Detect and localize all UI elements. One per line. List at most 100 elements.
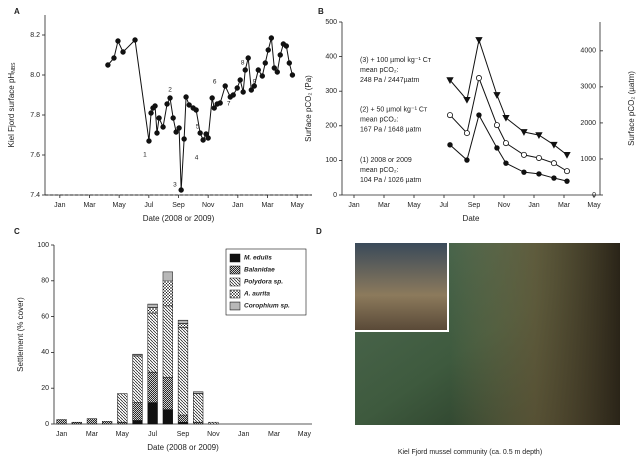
marker [206,136,211,141]
legend-label: Polydora sp. [244,279,283,286]
marker [249,88,254,93]
marker [212,106,217,111]
mussel-bank [450,243,620,425]
bar-segment [163,377,173,409]
marker [465,158,470,163]
x-tick-label: Sep [468,202,481,209]
marker [464,130,469,135]
y2-tick-label: 3000 [580,84,596,91]
x-tick-label: Mar [83,202,96,209]
x-tick-label: Jan [54,202,65,209]
y-tick-label: 0 [45,421,49,428]
marker [476,75,481,80]
annotation: 8 [241,60,245,67]
marker [210,96,215,101]
bar-segment [117,422,127,424]
x-tick-label: Mar [86,431,99,438]
x-tick-label: May [587,202,601,209]
marker [565,179,570,184]
x-tick-label: May [291,202,305,209]
legend-swatch [230,290,240,298]
x-tick-label: Sep [177,431,190,438]
marker [182,137,187,142]
x-tick-label: May [298,431,312,438]
marker [278,53,283,58]
bar-segment [178,327,188,415]
x-axis-label: Date (2008 or 2009) [147,443,219,452]
marker [223,84,228,89]
y-tick-label: 80 [41,278,49,285]
x-tick-label: Nov [498,202,511,209]
marker [551,161,556,166]
annotation: (3) + 100 µmol kg⁻¹ Cᴛ [360,57,432,64]
y-axis-label-sub: NBS [11,62,17,73]
annotation: 104 Pa / 1026 µatm [360,177,421,184]
x-tick-label: Jan [56,431,67,438]
y-axis-label: Kiel Fjord surface pHNBS [7,62,17,148]
legend-label: A. aurita [243,291,270,298]
marker [184,95,189,100]
marker [198,131,203,136]
y-axis-label-text: Kiel Fjord surface pH [7,73,16,148]
marker [157,116,162,121]
annotation: (2) + 50 µmol kg⁻¹ Cᴛ [360,107,428,114]
marker [284,44,289,49]
y-tick-label: 7.8 [30,112,40,119]
y-axis-label-text: Settlement (% cover) [16,297,25,372]
bar-segment [178,422,188,424]
marker [155,131,160,136]
y-tick-label: 7.4 [30,192,40,199]
bar-segment [163,306,173,378]
marker [464,97,470,103]
marker [290,73,295,78]
annotation: mean pCO₂: [360,67,399,74]
bar-segment [57,420,67,424]
marker [522,170,527,175]
x-tick-label: May [407,202,421,209]
x-tick-label: Jul [144,202,153,209]
y2-tick-label: 2000 [580,120,596,127]
marker [263,61,268,66]
marker [260,74,265,79]
line [450,115,567,181]
marker [447,112,452,117]
marker [266,48,271,53]
bar-segment [193,422,203,424]
bar-segment [148,304,158,308]
y-axis-label: Settlement (% cover) [16,297,25,372]
marker [243,68,248,73]
marker [272,66,277,71]
bar-segment [178,324,188,328]
marker [201,138,206,143]
legend-swatch [230,302,240,310]
marker [537,172,542,177]
legend-swatch [230,266,240,274]
y-tick-label: 300 [325,88,337,95]
annotation: 1 [143,152,147,159]
y-tick-label: 40 [41,349,49,356]
marker [536,155,541,160]
photo-caption: Kiel Fjord mussel community (ca. 0.5 m d… [398,449,542,456]
bar-segment [133,356,143,403]
y-tick-label: 60 [41,313,49,320]
x-tick-label: Jul [440,202,449,209]
x-tick-label: May [116,431,130,438]
marker [149,111,154,116]
inset-photo [355,243,447,330]
x-tick-label: Jan [232,202,243,209]
marker [275,70,280,75]
marker [174,130,179,135]
x-tick-label: Mar [558,202,571,209]
bar-segment [148,308,158,313]
annotation: (1) 2008 or 2009 [360,157,412,164]
panel-label: D [316,227,322,236]
y-axis-label-text: Surface pCO₂ (Pa) [304,75,313,142]
marker [494,93,500,99]
x-tick-label: May [113,202,127,209]
marker [133,38,138,43]
marker [194,108,199,113]
annotation: 167 Pa / 1648 µatm [360,127,421,134]
marker [168,96,173,101]
y-tick-label: 20 [41,385,49,392]
x-axis-label: Date (2008 or 2009) [143,214,215,223]
